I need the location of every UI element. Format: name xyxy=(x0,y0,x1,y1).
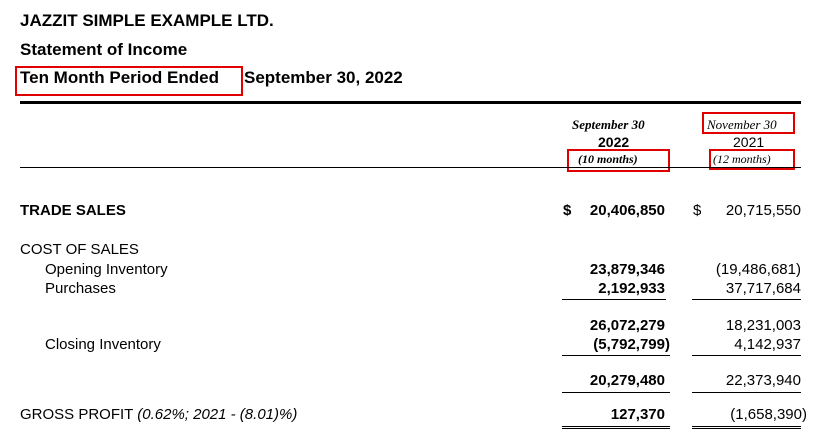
highlight-box-prior-months xyxy=(709,149,795,170)
closing-inventory-current: (5,792,799) xyxy=(593,336,670,353)
trade-sales-prior-currency: $ xyxy=(693,202,702,219)
cost-total-prior: 22,373,940 xyxy=(725,372,801,389)
cost-of-sales-label: COST OF SALES xyxy=(20,241,139,258)
period-label: Ten Month Period Ended xyxy=(20,68,219,87)
header-rule xyxy=(20,101,801,104)
cost-total-current-underline xyxy=(562,392,670,393)
closing-inventory-prior: 4,142,937 xyxy=(734,336,801,353)
cost-total-prior-underline xyxy=(692,392,801,393)
gross-profit-prior-double-underline xyxy=(692,426,801,429)
highlight-box-period xyxy=(15,66,243,96)
cost-total-current: 20,279,480 xyxy=(589,372,665,389)
gross-profit-current-double-underline xyxy=(562,426,670,429)
gross-profit-row: GROSS PROFIT (0.62%; 2021 - (8.01)%) xyxy=(20,406,297,423)
purchases-prior-underline xyxy=(692,299,801,300)
purchases-current-underline xyxy=(562,299,666,300)
gross-profit-current: 127,370 xyxy=(610,406,665,423)
highlight-box-prior-month xyxy=(702,112,795,134)
current-col-year: 2022 xyxy=(598,134,630,150)
prior-col-month: November 30 xyxy=(707,117,777,132)
subtotal-prior: 18,231,003 xyxy=(725,317,801,334)
period-date: September 30, 2022 xyxy=(244,68,403,87)
gross-profit-label: GROSS PROFIT xyxy=(20,406,134,423)
current-col-month: September 30 xyxy=(572,117,645,132)
trade-sales-prior: 20,715,550 xyxy=(725,202,801,219)
prior-col-months: (12 months) xyxy=(713,152,771,166)
closing-prior-underline xyxy=(692,355,801,356)
trade-sales-label: TRADE SALES xyxy=(20,202,126,219)
statement-title: Statement of Income xyxy=(20,40,188,59)
purchases-current: 2,192,933 xyxy=(598,280,665,297)
opening-inventory-prior: (19,486,681) xyxy=(715,261,801,278)
subtotal-current: 26,072,279 xyxy=(589,317,665,334)
current-col-months: (10 months) xyxy=(578,152,638,166)
opening-inventory-current: 23,879,346 xyxy=(589,261,665,278)
closing-inventory-label: Closing Inventory xyxy=(45,336,161,353)
highlight-box-current-months xyxy=(567,149,670,172)
trade-sales-current-currency: $ xyxy=(563,202,572,219)
column-header-rule xyxy=(20,167,801,168)
closing-current-underline xyxy=(562,355,670,356)
purchases-prior: 37,717,684 xyxy=(725,280,801,297)
company-name: JAZZIT SIMPLE EXAMPLE LTD. xyxy=(20,11,274,30)
opening-inventory-label: Opening Inventory xyxy=(45,261,168,278)
trade-sales-current: 20,406,850 xyxy=(589,202,665,219)
gross-profit-prior: (1,658,390) xyxy=(730,406,807,423)
gross-profit-note: (0.62%; 2021 - (8.01)%) xyxy=(137,406,298,423)
prior-col-year: 2021 xyxy=(733,134,765,150)
purchases-label: Purchases xyxy=(45,280,116,297)
